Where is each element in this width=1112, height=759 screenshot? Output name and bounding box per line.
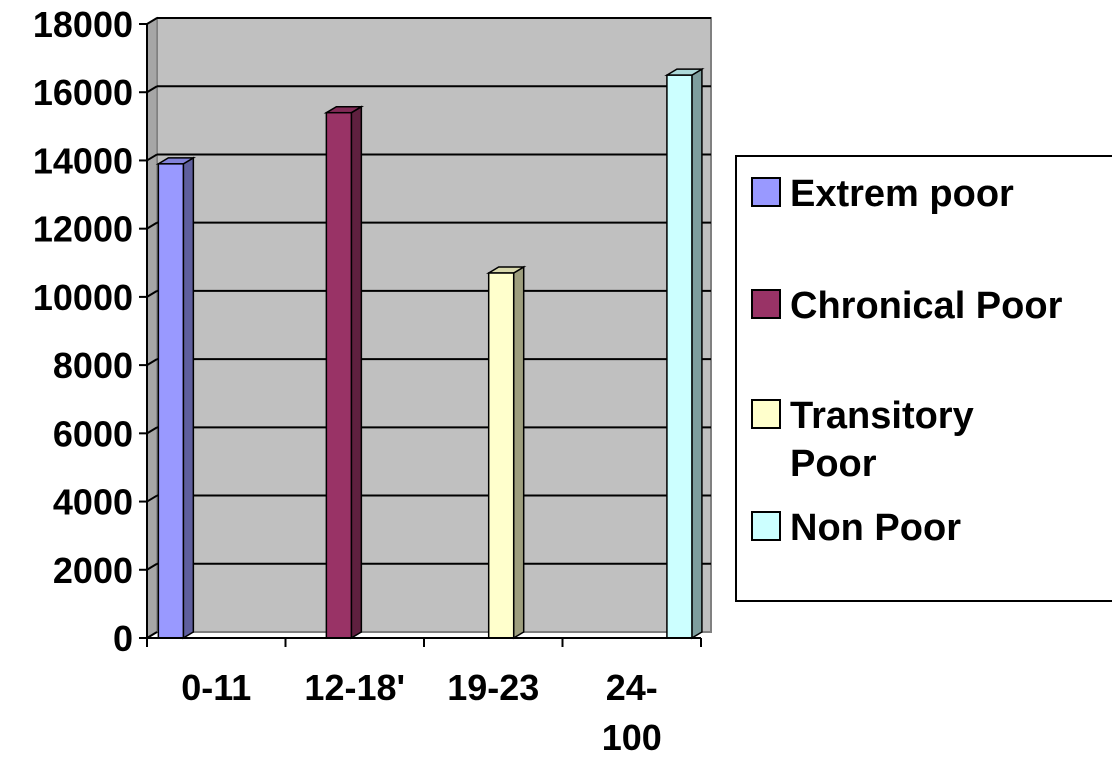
bar-front (157, 163, 185, 639)
bar (664, 67, 705, 640)
legend-swatch (751, 177, 781, 207)
y-tick-label: 12000 (33, 209, 133, 250)
bar-front (666, 74, 693, 639)
gridline (146, 494, 158, 503)
gridline (146, 358, 158, 366)
legend-label: Transitory Poor (790, 395, 974, 485)
x-tick-label: 12-18' (304, 667, 405, 708)
legend-box (735, 155, 1112, 602)
y-tick-label: 10000 (33, 277, 133, 318)
legend-item: Transitory Poor (751, 395, 974, 485)
y-tick-label: 8000 (53, 345, 133, 386)
y-tick-label: 18000 (33, 4, 133, 45)
bar-side (691, 67, 703, 640)
gridline (146, 17, 158, 25)
gridline (146, 426, 158, 435)
legend-swatch (751, 399, 781, 429)
bar-front (487, 272, 515, 639)
bars (155, 67, 705, 640)
x-tick-label: 19-23 (447, 667, 539, 708)
gridlines (146, 17, 711, 571)
y-axis: 0 2000 4000 6000 8000 10000 12000 14000 16000 180… (33, 4, 148, 659)
legend-swatch (751, 511, 781, 541)
x-axis: 0-11 12-18' 19-23 24-100 (146, 631, 702, 758)
gridline (146, 85, 158, 94)
gridline (146, 290, 158, 298)
legend-item: Extrem poor (751, 173, 1014, 215)
bar (155, 156, 197, 640)
bar-side (182, 156, 195, 640)
x-tick-label: 0-11 (181, 667, 251, 708)
bar (485, 265, 527, 640)
y-tick-label: 2000 (53, 550, 133, 591)
plot-side-wall (146, 16, 158, 640)
legend-label: Non Poor (790, 507, 961, 549)
bar-front (325, 111, 353, 639)
x-tick-label: 24-100 (602, 667, 662, 758)
legend: Extrem poor Chronical Poor Transitory Poor N… (735, 155, 1112, 602)
legend-label: Chronical Poor (790, 285, 1063, 327)
gridline (146, 562, 158, 571)
y-tick-label: 6000 (53, 413, 133, 454)
plot-back-wall (156, 17, 712, 633)
legend-item: Chronical Poor (751, 285, 1063, 327)
y-tick-label: 14000 (33, 140, 133, 181)
bar-side (512, 265, 525, 640)
legend-label: Extrem poor (790, 173, 1014, 215)
gridline (146, 153, 158, 162)
y-tick-label: 16000 (33, 72, 133, 113)
legend-item: Non Poor (751, 507, 961, 549)
legend-swatch (751, 289, 781, 319)
y-tick-label: 4000 (53, 482, 133, 523)
bar-side (350, 105, 363, 640)
gridline (146, 221, 158, 230)
y-tick-label: 0 (113, 618, 133, 659)
bar (323, 105, 365, 640)
